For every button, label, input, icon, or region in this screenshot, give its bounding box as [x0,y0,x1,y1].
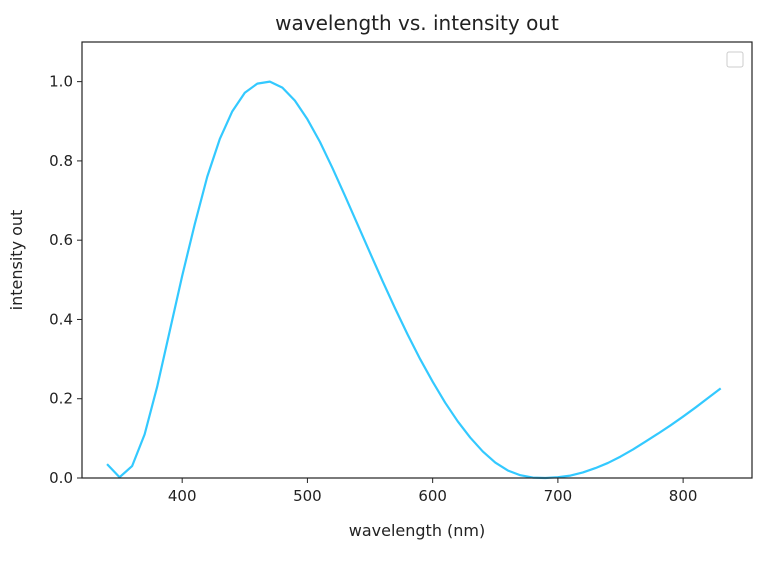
x-axis-ticks: 400 500 600 700 800 [168,478,698,505]
x-axis-label: wavelength (nm) [349,521,486,540]
y-axis-ticks: 0.0 0.2 0.4 0.6 0.8 1.0 [49,73,82,487]
series-layer [106,80,722,480]
chart-title: wavelength vs. intensity out [275,11,559,35]
y-tick-label: 0.0 [49,469,73,487]
y-tick-label: 0.8 [49,152,73,170]
x-tick-label: 800 [669,487,698,505]
x-tick-label: 400 [168,487,197,505]
series-line-1 [106,80,722,480]
plot-area-frame [81,41,753,479]
x-tick-label: 500 [293,487,322,505]
legend-box [726,51,744,68]
x-tick-label: 600 [418,487,447,505]
x-tick-label: 700 [544,487,573,505]
y-tick-label: 0.4 [49,310,73,328]
y-tick-label: 1.0 [49,73,73,91]
y-tick-label: 0.2 [49,390,73,408]
y-tick-label: 0.6 [49,231,73,249]
y-axis-label: intensity out [7,210,26,311]
